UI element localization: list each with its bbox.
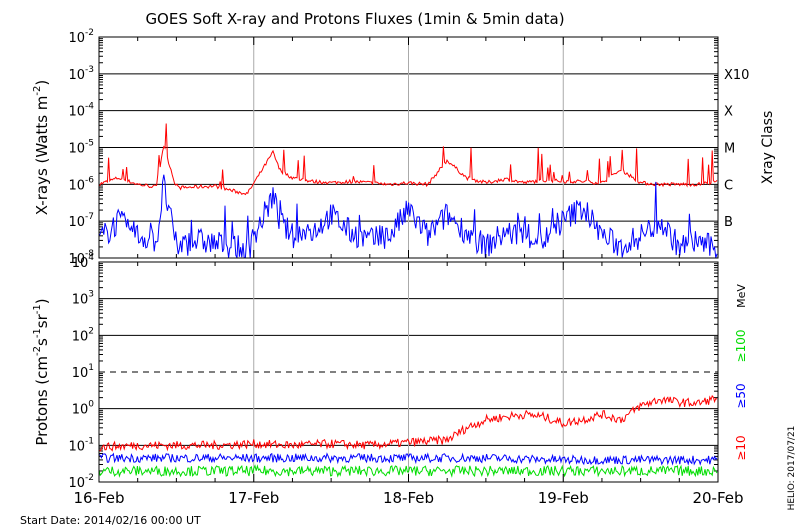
y-tick-label: 10-4 (68, 102, 94, 120)
x-tick-label: 17-Feb (228, 489, 279, 507)
y-tick-label: 10-8 (68, 249, 94, 267)
y-tick-label: 10-3 (68, 65, 94, 83)
xray-class-label: B (724, 215, 733, 230)
y-tick-label: 10-2 (68, 28, 94, 46)
xray-class-title: Xray Class (760, 111, 776, 185)
x-tick-label: 16-Feb (73, 489, 124, 507)
chart-footer: Start Date: 2014/02/16 00:00 UT HELIO: 20… (20, 426, 797, 527)
energy-label: ≥10 (734, 435, 748, 460)
mev-unit-label: MeV (735, 284, 748, 308)
series-line (98, 452, 718, 466)
energy-label: ≥50 (734, 383, 748, 408)
x-tick-label: 18-Feb (383, 489, 434, 507)
xray-panel: GOES Soft X-ray and Protons Fluxes (1min… (32, 10, 776, 267)
chart-title: GOES Soft X-ray and Protons Fluxes (1min… (145, 10, 564, 28)
y-tick-label: 101 (72, 363, 94, 381)
y-tick-label: 10-5 (68, 139, 94, 157)
start-date-label: Start Date: 2014/02/16 00:00 UT (20, 514, 201, 527)
energy-label: ≥100 (734, 330, 748, 363)
xray-class-label: X10 (724, 68, 749, 83)
y-tick-label: 100 (72, 400, 95, 418)
y-tick-label: 10-7 (68, 212, 94, 230)
series-line (98, 394, 718, 452)
x-tick-label: 19-Feb (538, 489, 589, 507)
y-axis-label: Protons (cm-2s-1sr-1) (32, 298, 51, 445)
y-tick-label: 10-1 (68, 436, 94, 454)
xray-class-label: M (724, 142, 735, 157)
y-tick-label: 104 (72, 253, 95, 271)
x-tick-label: 20-Feb (692, 489, 743, 507)
y-axis-label: X-rays (Watts m-2) (32, 80, 51, 215)
series-line (98, 174, 718, 259)
xray-class-label: C (724, 178, 733, 193)
y-tick-label: 10-2 (68, 473, 94, 491)
y-tick-label: 10-6 (68, 175, 94, 193)
series-line (98, 123, 718, 196)
y-tick-label: 102 (72, 326, 94, 344)
series-line (98, 464, 718, 478)
proton-panel: 10-2 10-1 100 101 102 103 104 Protons (cm-2s-1s… (32, 253, 748, 507)
xray-class-label: X (724, 105, 733, 120)
y-tick-label: 103 (72, 290, 94, 308)
credit-label: HELIO: 2017/07/21 (787, 426, 797, 511)
